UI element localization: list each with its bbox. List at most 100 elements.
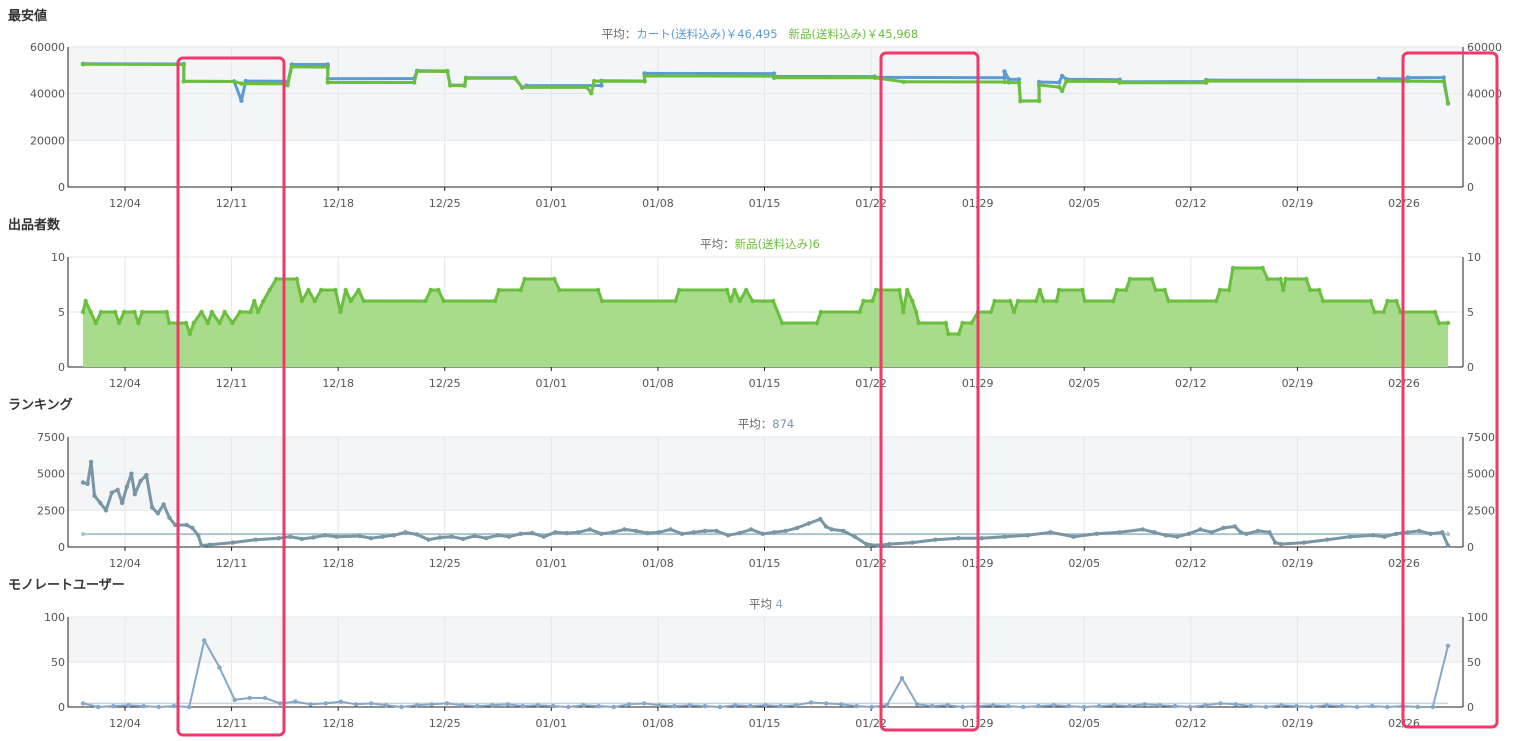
data-point <box>83 298 88 304</box>
data-point <box>80 62 86 67</box>
chart-panel-4: モノレートユーザー 0 0 50 50 100 100 12/04 12/11 12/18 12/2… <box>8 578 1488 730</box>
data-point <box>507 534 512 539</box>
data-point <box>357 533 362 539</box>
data-point <box>1370 533 1376 538</box>
data-point <box>1071 534 1076 539</box>
data-point <box>1172 703 1178 709</box>
data-point <box>338 309 343 315</box>
x-tick-label: 12/11 <box>216 197 248 210</box>
data-point <box>910 298 915 304</box>
data-point <box>520 703 525 709</box>
data-point <box>916 320 921 326</box>
data-point <box>930 703 935 709</box>
x-tick-label: 12/18 <box>322 377 354 390</box>
data-point <box>668 527 673 532</box>
data-point <box>750 298 755 304</box>
data-point <box>126 703 131 708</box>
data-point <box>111 703 116 709</box>
plot-band <box>68 473 1463 511</box>
x-tick-label: 12/25 <box>429 197 461 210</box>
y-tick-label-right: 7500 <box>1467 431 1495 444</box>
data-point <box>1428 531 1433 536</box>
x-tick-label: 12/04 <box>109 377 141 390</box>
data-point <box>239 81 244 86</box>
data-point <box>899 676 905 681</box>
data-point <box>633 528 639 534</box>
data-point <box>679 531 685 536</box>
data-point <box>1041 298 1046 304</box>
data-point <box>167 320 172 326</box>
data-point <box>167 515 172 520</box>
data-point <box>1018 98 1023 104</box>
data-point <box>1440 530 1445 535</box>
data-point <box>490 703 495 708</box>
data-point <box>322 533 328 538</box>
data-point <box>642 73 647 79</box>
y-tick-label-right: 0 <box>1467 701 1474 714</box>
data-point <box>261 298 266 304</box>
data-point <box>576 530 581 535</box>
data-point <box>518 531 523 536</box>
data-point <box>445 69 450 74</box>
data-point <box>988 309 994 315</box>
data-point <box>205 320 211 326</box>
y-tick-label-right: 5000 <box>1467 468 1495 481</box>
data-point <box>771 298 776 304</box>
data-point <box>808 700 814 705</box>
data-point <box>85 481 90 487</box>
data-point <box>725 533 731 538</box>
x-tick-label: 12/04 <box>109 717 141 730</box>
data-point <box>1445 643 1451 648</box>
data-point <box>702 528 708 534</box>
average-label: 平均：新品(送料込み)6 <box>700 237 820 251</box>
data-point <box>530 530 535 536</box>
y-tick-label-right: 0 <box>1467 181 1474 194</box>
y-tick-label-right: 60000 <box>1467 41 1502 54</box>
data-point <box>171 703 177 709</box>
x-tick-label: 02/19 <box>1282 377 1314 390</box>
data-point <box>1006 80 1011 85</box>
data-point <box>1051 703 1056 708</box>
data-point <box>1127 276 1133 282</box>
data-point <box>129 471 134 476</box>
data-point <box>778 703 783 709</box>
data-point <box>463 76 469 81</box>
data-point <box>1385 298 1390 304</box>
data-point <box>1339 703 1345 709</box>
data-point <box>724 287 730 293</box>
data-point <box>1016 80 1022 85</box>
y-tick-label-left: 50 <box>51 656 65 669</box>
data-point <box>1163 533 1169 538</box>
data-point <box>1021 704 1026 710</box>
data-point <box>496 287 502 293</box>
x-tick-label: 01/22 <box>855 377 887 390</box>
data-point <box>1278 276 1283 282</box>
data-point <box>1255 528 1261 534</box>
data-point <box>230 320 235 326</box>
data-point <box>161 502 166 507</box>
x-tick-label: 12/04 <box>109 197 141 210</box>
data-point <box>1267 530 1272 535</box>
data-point <box>369 701 374 706</box>
data-point <box>875 543 880 548</box>
data-point <box>428 287 433 293</box>
data-point <box>222 309 227 315</box>
data-point <box>823 524 829 529</box>
data-point <box>1162 287 1167 293</box>
data-point <box>915 702 920 707</box>
data-point <box>1445 101 1451 106</box>
data-point <box>181 62 186 67</box>
data-point <box>448 83 453 88</box>
x-tick-label: 02/12 <box>1175 197 1207 210</box>
data-point <box>1037 287 1043 293</box>
data-point <box>566 704 571 710</box>
chart-title: ランキング <box>8 397 73 413</box>
data-point <box>1002 69 1007 74</box>
data-point <box>599 531 604 536</box>
data-point <box>1281 287 1286 293</box>
data-point <box>92 493 97 498</box>
data-point <box>209 309 214 315</box>
data-point <box>852 534 857 539</box>
data-point <box>1153 287 1158 293</box>
data-point <box>795 525 800 531</box>
